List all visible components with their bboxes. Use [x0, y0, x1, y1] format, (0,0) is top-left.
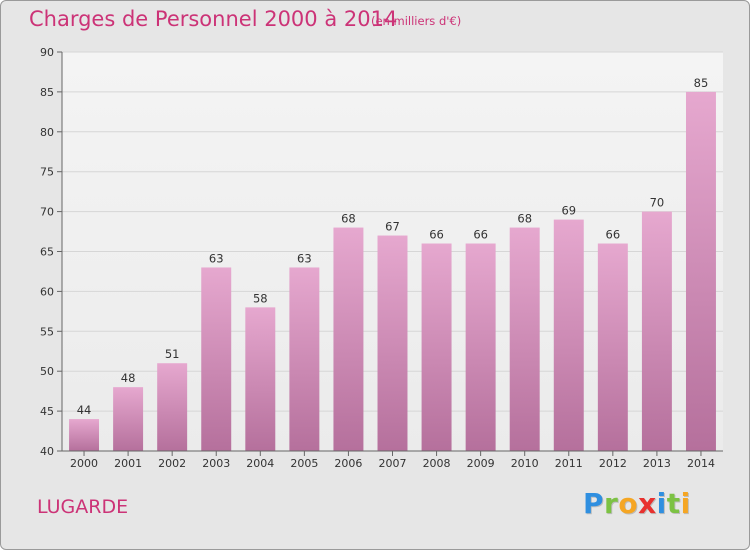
data-label: 51 [165, 347, 180, 361]
logo-letter: i [680, 487, 691, 520]
data-label: 66 [473, 228, 488, 242]
bar[interactable] [421, 243, 452, 451]
x-tick-label: 2003 [202, 457, 230, 470]
x-tick-label: 2013 [643, 457, 671, 470]
x-tick-label: 2011 [555, 457, 583, 470]
data-label: 70 [650, 196, 665, 210]
bar[interactable] [201, 267, 232, 451]
y-tick-label: 80 [40, 126, 54, 139]
x-tick-label: 2014 [687, 457, 715, 470]
y-tick-label: 40 [40, 445, 54, 458]
bar[interactable] [641, 211, 672, 451]
data-label: 68 [341, 212, 356, 226]
bar[interactable] [113, 387, 144, 451]
logo-letter: x [638, 487, 657, 520]
bar[interactable] [289, 267, 320, 451]
chart-title: Charges de Personnel 2000 à 2014 [29, 7, 398, 31]
bar[interactable] [69, 419, 100, 451]
data-label: 48 [121, 371, 136, 385]
x-tick-label: 2010 [511, 457, 539, 470]
x-tick-label: 2008 [423, 457, 451, 470]
x-tick-label: 2004 [246, 457, 274, 470]
x-tick-label: 2002 [158, 457, 186, 470]
y-tick-label: 55 [40, 325, 54, 338]
bar[interactable] [597, 243, 628, 451]
y-tick-label: 85 [40, 86, 54, 99]
data-label: 44 [77, 403, 92, 417]
x-tick-label: 2001 [114, 457, 142, 470]
chart-subtitle: (en milliers d'€) [371, 14, 462, 28]
y-tick-label: 65 [40, 246, 54, 259]
data-label: 85 [694, 76, 709, 90]
logo-letter: i [656, 487, 667, 520]
y-tick-label: 90 [40, 46, 54, 59]
data-label: 63 [297, 251, 312, 265]
logo-letter: P [583, 487, 605, 520]
bar[interactable] [377, 235, 408, 451]
data-label: 63 [209, 251, 224, 265]
bar[interactable] [245, 307, 276, 451]
bar[interactable] [157, 363, 188, 451]
logo-letter: o [618, 487, 639, 520]
data-label: 66 [606, 228, 621, 242]
bars-group: 44 48 51 63 58 63 68 67 66 66 68 69 66 70 85 [69, 76, 716, 452]
proxiti-logo[interactable]: Proxiti [583, 487, 691, 520]
data-label: 58 [253, 291, 268, 305]
logo-letter: t [666, 487, 681, 520]
x-tick-label: 2012 [599, 457, 627, 470]
data-label: 67 [385, 220, 400, 234]
logo-letter: r [604, 487, 619, 520]
bar[interactable] [553, 219, 584, 451]
data-label: 68 [517, 212, 532, 226]
x-tick-label: 2007 [379, 457, 407, 470]
x-tick-label: 2006 [334, 457, 362, 470]
y-tick-label: 60 [40, 285, 54, 298]
x-tick-label: 2000 [70, 457, 98, 470]
bar[interactable] [685, 91, 716, 452]
x-tick-label: 2005 [290, 457, 318, 470]
y-tick-label: 50 [40, 365, 54, 378]
x-tick-label: 2009 [467, 457, 495, 470]
bar[interactable] [465, 243, 496, 451]
bar[interactable] [509, 227, 540, 451]
y-tick-label: 45 [40, 405, 54, 418]
y-tick-label: 70 [40, 206, 54, 219]
axes-group: 40 45 50 55 60 65 70 75 80 85 90 2000 2001 2002 2003 20… [40, 46, 723, 470]
commune-name: LUGARDE [37, 496, 129, 518]
bar[interactable] [333, 227, 364, 451]
data-label: 66 [429, 228, 444, 242]
data-label: 69 [561, 204, 576, 218]
y-tick-label: 75 [40, 166, 54, 179]
